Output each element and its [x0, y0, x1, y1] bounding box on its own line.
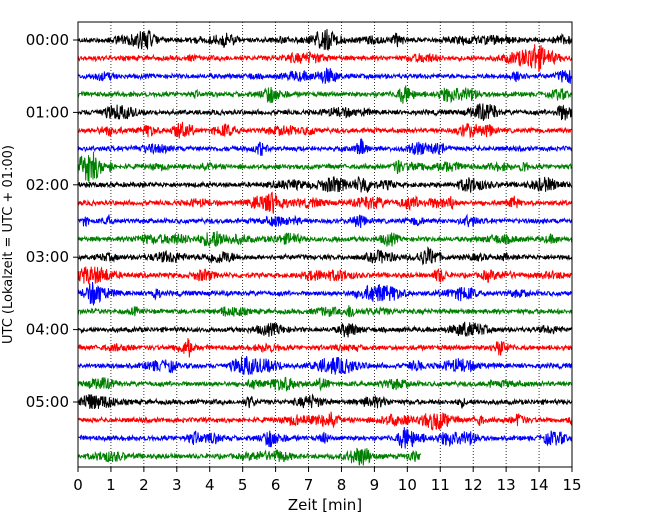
y-axis-title: UTC (Lokalzeit = UTC + 01:00): [1, 145, 16, 344]
trace-02:00: [77, 176, 573, 193]
trace-03:30: [77, 281, 573, 306]
trace-01:45: [77, 151, 573, 184]
trace-00:45: [77, 85, 573, 104]
y-tick-label-03:00: 03:00: [26, 248, 69, 266]
x-tick-label-11: 11: [431, 476, 450, 494]
trace-03:15: [77, 266, 573, 286]
x-tick-label-1: 1: [106, 476, 116, 494]
trace-04:30: [77, 356, 573, 375]
x-tick-label-7: 7: [304, 476, 314, 494]
trace-05:00: [77, 393, 573, 410]
trace-00:00: [77, 28, 573, 52]
trace-03:45: [77, 305, 573, 318]
trace-00:15: [77, 44, 573, 73]
trace-05:15: [77, 411, 573, 431]
x-tick-label-15: 15: [562, 476, 581, 494]
seismogram-traces: [77, 28, 573, 466]
y-tick-label-02:00: 02:00: [26, 176, 69, 194]
trace-03:00: [77, 246, 573, 266]
x-tick-label-10: 10: [398, 476, 417, 494]
trace-02:15: [77, 191, 573, 214]
x-tick-label-0: 0: [73, 476, 83, 494]
trace-05:30: [77, 427, 573, 449]
y-tick-label-01:00: 01:00: [26, 103, 69, 121]
trace-04:45: [77, 376, 573, 392]
x-tick-label-8: 8: [337, 476, 347, 494]
trace-01:15: [77, 121, 573, 139]
trace-05:45: [78, 447, 421, 466]
x-tick-label-3: 3: [172, 476, 182, 494]
y-tick-label-05:00: 05:00: [26, 393, 69, 411]
y-axis-ticks: 00:00 01:00 02:00 03:00 04:00 05:00: [26, 31, 78, 411]
x-tick-label-5: 5: [238, 476, 248, 494]
trace-02:30: [77, 213, 573, 229]
x-tick-label-12: 12: [464, 476, 483, 494]
trace-02:45: [77, 230, 573, 247]
x-axis-ticks: 0 1 2 3 4 5 6 7 8 9 10 11 12 13 14 15: [73, 467, 582, 494]
trace-01:30: [77, 137, 573, 156]
x-tick-label-6: 6: [271, 476, 281, 494]
y-tick-label-00:00: 00:00: [26, 31, 69, 49]
plot-frame: [77, 21, 573, 468]
trace-04:00: [77, 321, 573, 338]
x-axis-title: Zeit [min]: [288, 496, 362, 514]
trace-04:15: [77, 338, 573, 358]
y-tick-label-04:00: 04:00: [26, 321, 69, 339]
trace-01:00: [77, 103, 573, 121]
x-tick-label-4: 4: [205, 476, 215, 494]
trace-00:30: [77, 67, 573, 85]
x-tick-label-14: 14: [530, 476, 549, 494]
x-tick-label-9: 9: [370, 476, 380, 494]
x-tick-label-2: 2: [139, 476, 149, 494]
x-tick-label-13: 13: [497, 476, 516, 494]
